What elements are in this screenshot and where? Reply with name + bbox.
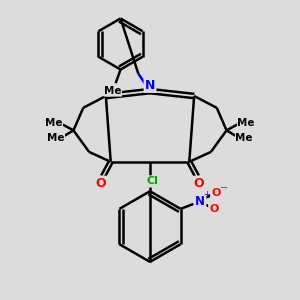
Text: Me: Me — [104, 86, 122, 96]
Text: Me: Me — [237, 118, 255, 128]
Text: O: O — [211, 188, 220, 198]
Text: −: − — [220, 183, 228, 193]
Text: Me: Me — [236, 133, 253, 143]
Text: Me: Me — [45, 118, 63, 128]
Text: N: N — [145, 79, 155, 92]
Text: O: O — [209, 204, 219, 214]
Text: O: O — [194, 177, 204, 190]
Text: N: N — [195, 194, 205, 208]
Text: Me: Me — [47, 133, 64, 143]
Text: O: O — [96, 177, 106, 190]
Text: Cl: Cl — [146, 176, 158, 186]
Text: +: + — [203, 190, 210, 199]
